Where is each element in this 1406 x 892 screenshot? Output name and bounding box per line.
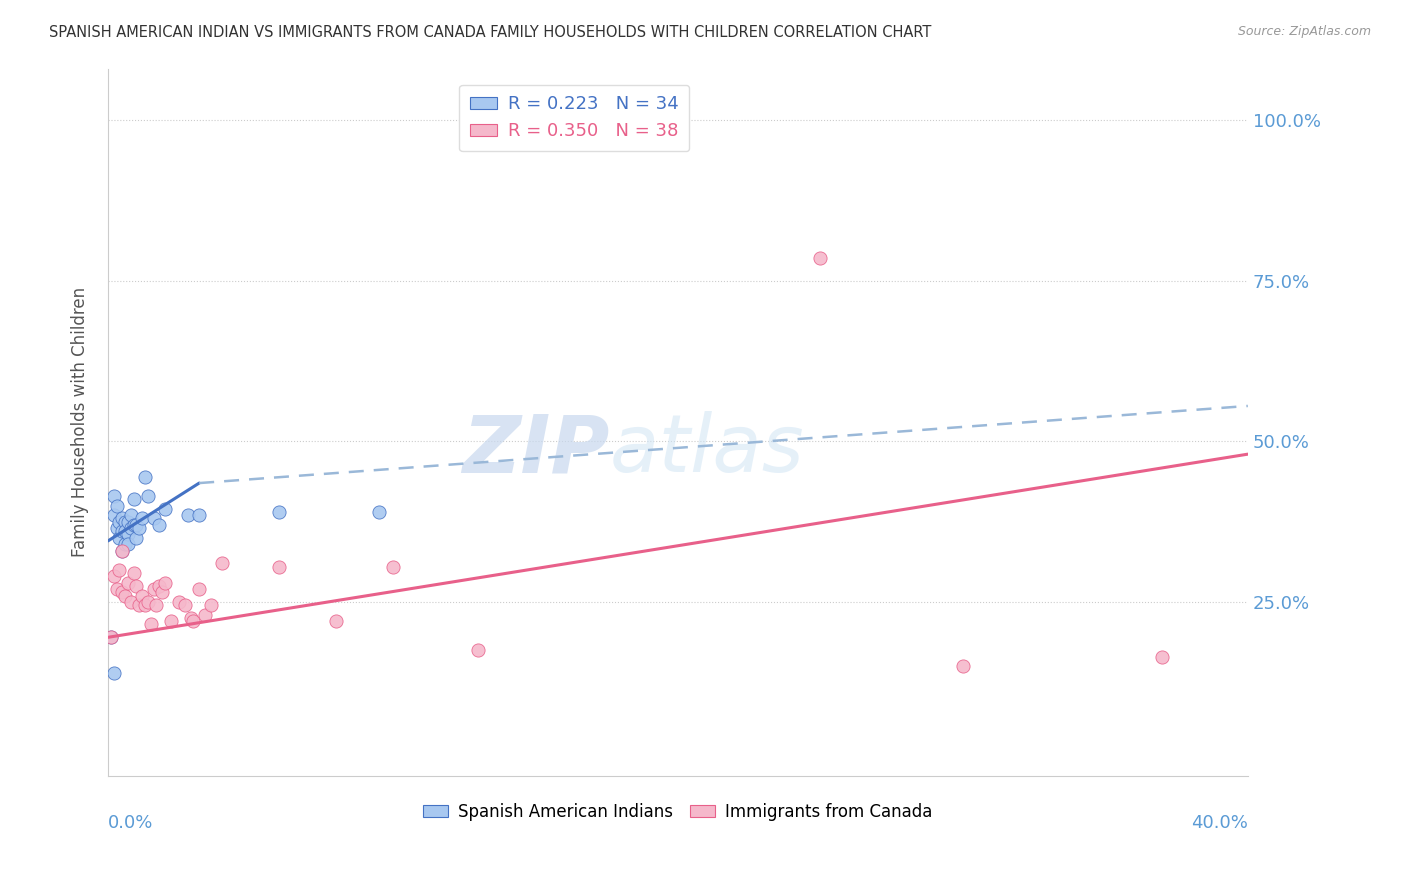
Point [159, 614, 181, 628]
Text: Source: ZipAtlas.com: Source: ZipAtlas.com [1237, 25, 1371, 38]
Point [131, 589, 153, 603]
Point [103, 489, 125, 503]
Point [134, 469, 156, 483]
Point [194, 607, 217, 622]
Legend: Spanish American Indians, Immigrants from Canada: Spanish American Indians, Immigrants fro… [416, 796, 939, 827]
Text: atlas: atlas [610, 411, 804, 490]
Point [117, 575, 139, 590]
Text: SPANISH AMERICAN INDIAN VS IMMIGRANTS FROM CANADA FAMILY HOUSEHOLDS WITH CHILDRE: SPANISH AMERICAN INDIAN VS IMMIGRANTS FR… [49, 25, 932, 40]
Point [105, 521, 128, 535]
Point [211, 557, 233, 571]
Point [145, 598, 167, 612]
Point [120, 595, 142, 609]
Point [114, 515, 136, 529]
Point [381, 559, 404, 574]
Point [177, 508, 200, 523]
Point [122, 517, 145, 532]
Point [122, 492, 145, 507]
Point [128, 521, 150, 535]
Point [128, 598, 150, 612]
Point [100, 630, 122, 644]
Point [114, 524, 136, 539]
Point [108, 531, 131, 545]
Point [367, 505, 389, 519]
Point [103, 665, 125, 680]
Point [808, 251, 831, 265]
Point [108, 563, 131, 577]
Point [111, 524, 134, 539]
Point [952, 659, 974, 673]
Text: 40.0%: 40.0% [1191, 814, 1249, 832]
Point [103, 569, 125, 583]
Point [120, 521, 142, 535]
Point [467, 643, 489, 657]
Point [117, 515, 139, 529]
Point [111, 511, 134, 525]
Point [200, 598, 222, 612]
Point [136, 489, 159, 503]
Point [148, 517, 170, 532]
Point [153, 575, 176, 590]
Point [131, 511, 153, 525]
Point [148, 579, 170, 593]
Point [142, 511, 165, 525]
Point [142, 582, 165, 596]
Point [136, 595, 159, 609]
Point [105, 582, 128, 596]
Point [120, 508, 142, 523]
Point [180, 611, 202, 625]
Point [103, 508, 125, 523]
Text: ZIP: ZIP [463, 411, 610, 490]
Point [100, 630, 122, 644]
Point [114, 537, 136, 551]
Point [553, 110, 575, 124]
Point [188, 582, 211, 596]
Point [108, 515, 131, 529]
Point [117, 527, 139, 541]
Point [111, 543, 134, 558]
Point [325, 614, 347, 628]
Point [183, 614, 205, 628]
Point [188, 508, 211, 523]
Text: 0.0%: 0.0% [108, 814, 153, 832]
Point [267, 559, 290, 574]
Point [125, 517, 148, 532]
Point [174, 598, 197, 612]
Point [150, 585, 173, 599]
Point [153, 501, 176, 516]
Point [267, 505, 290, 519]
Point [114, 589, 136, 603]
Point [125, 531, 148, 545]
Point [122, 566, 145, 580]
Point [117, 537, 139, 551]
Point [167, 595, 190, 609]
Point [125, 579, 148, 593]
Point [139, 617, 162, 632]
Y-axis label: Family Households with Children: Family Households with Children [72, 287, 89, 558]
Point [134, 598, 156, 612]
Point [111, 543, 134, 558]
Point [1152, 649, 1174, 664]
Point [105, 499, 128, 513]
Point [111, 585, 134, 599]
